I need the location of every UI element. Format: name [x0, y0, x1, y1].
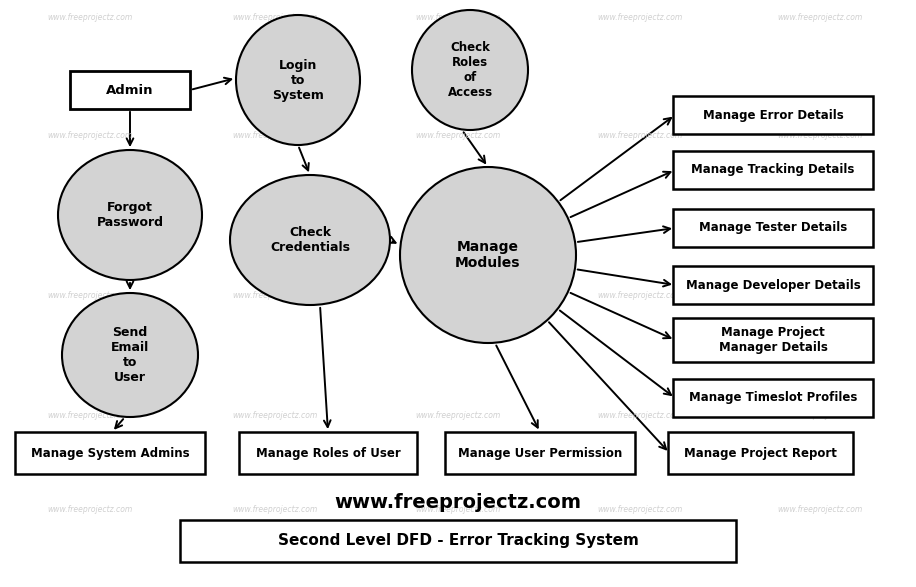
- Text: Check
Credentials: Check Credentials: [270, 226, 350, 254]
- Text: Manage Developer Details: Manage Developer Details: [685, 278, 860, 292]
- Bar: [673, 151, 873, 189]
- Bar: [673, 379, 873, 417]
- Text: Forgot
Password: Forgot Password: [96, 201, 163, 229]
- Text: Admin: Admin: [106, 83, 154, 96]
- Text: www.freeprojectz.com: www.freeprojectz.com: [415, 130, 501, 140]
- Text: Manage Project
Manager Details: Manage Project Manager Details: [718, 326, 827, 354]
- Text: Manage Roles of User: Manage Roles of User: [256, 447, 400, 460]
- Ellipse shape: [58, 150, 202, 280]
- Ellipse shape: [400, 167, 576, 343]
- Ellipse shape: [412, 10, 528, 130]
- Text: www.freeprojectz.com: www.freeprojectz.com: [597, 291, 682, 299]
- Bar: [445, 432, 635, 474]
- Text: www.freeprojectz.com: www.freeprojectz.com: [597, 14, 682, 22]
- Text: Manage Project Report: Manage Project Report: [683, 447, 836, 460]
- Text: www.freeprojectz.com: www.freeprojectz.com: [233, 130, 318, 140]
- Text: www.freeprojectz.com: www.freeprojectz.com: [778, 291, 863, 299]
- Bar: [673, 318, 873, 362]
- Text: www.freeprojectz.com: www.freeprojectz.com: [415, 14, 501, 22]
- Text: www.freeprojectz.com: www.freeprojectz.com: [778, 14, 863, 22]
- Text: www.freeprojectz.com: www.freeprojectz.com: [778, 505, 863, 514]
- Bar: [673, 266, 873, 304]
- Text: Manage Tester Details: Manage Tester Details: [699, 221, 847, 234]
- Text: www.freeprojectz.com: www.freeprojectz.com: [597, 505, 682, 514]
- Text: www.freeprojectz.com: www.freeprojectz.com: [48, 410, 133, 420]
- Text: www.freeprojectz.com: www.freeprojectz.com: [415, 505, 501, 514]
- Text: www.freeprojectz.com: www.freeprojectz.com: [48, 130, 133, 140]
- Bar: [239, 432, 417, 474]
- Bar: [15, 432, 205, 474]
- Ellipse shape: [62, 293, 198, 417]
- Bar: [70, 71, 190, 109]
- Text: www.freeprojectz.com: www.freeprojectz.com: [233, 410, 318, 420]
- Text: www.freeprojectz.com: www.freeprojectz.com: [334, 494, 582, 512]
- Text: www.freeprojectz.com: www.freeprojectz.com: [415, 410, 501, 420]
- Text: www.freeprojectz.com: www.freeprojectz.com: [597, 130, 682, 140]
- Text: www.freeprojectz.com: www.freeprojectz.com: [778, 130, 863, 140]
- Text: www.freeprojectz.com: www.freeprojectz.com: [48, 505, 133, 514]
- Text: www.freeprojectz.com: www.freeprojectz.com: [597, 410, 682, 420]
- Text: Login
to
System: Login to System: [272, 59, 324, 102]
- Text: www.freeprojectz.com: www.freeprojectz.com: [778, 410, 863, 420]
- Ellipse shape: [236, 15, 360, 145]
- Text: www.freeprojectz.com: www.freeprojectz.com: [415, 291, 501, 299]
- Text: Manage
Modules: Manage Modules: [455, 240, 521, 270]
- Text: Manage System Admins: Manage System Admins: [31, 447, 190, 460]
- Text: Send
Email
to
User: Send Email to User: [111, 326, 149, 384]
- Text: www.freeprojectz.com: www.freeprojectz.com: [233, 14, 318, 22]
- Text: Manage Error Details: Manage Error Details: [703, 109, 844, 122]
- Text: Manage Timeslot Profiles: Manage Timeslot Profiles: [689, 392, 857, 404]
- Text: Second Level DFD - Error Tracking System: Second Level DFD - Error Tracking System: [278, 534, 638, 548]
- Text: Manage Tracking Details: Manage Tracking Details: [692, 164, 855, 177]
- Text: www.freeprojectz.com: www.freeprojectz.com: [48, 14, 133, 22]
- Text: Manage User Permission: Manage User Permission: [458, 447, 622, 460]
- Text: www.freeprojectz.com: www.freeprojectz.com: [233, 291, 318, 299]
- Bar: [673, 96, 873, 134]
- Ellipse shape: [230, 175, 390, 305]
- Text: Check
Roles
of
Access: Check Roles of Access: [447, 41, 493, 99]
- Bar: [673, 209, 873, 247]
- Text: www.freeprojectz.com: www.freeprojectz.com: [233, 505, 318, 514]
- Text: www.freeprojectz.com: www.freeprojectz.com: [48, 291, 133, 299]
- Bar: [668, 432, 853, 474]
- Bar: [180, 520, 736, 562]
